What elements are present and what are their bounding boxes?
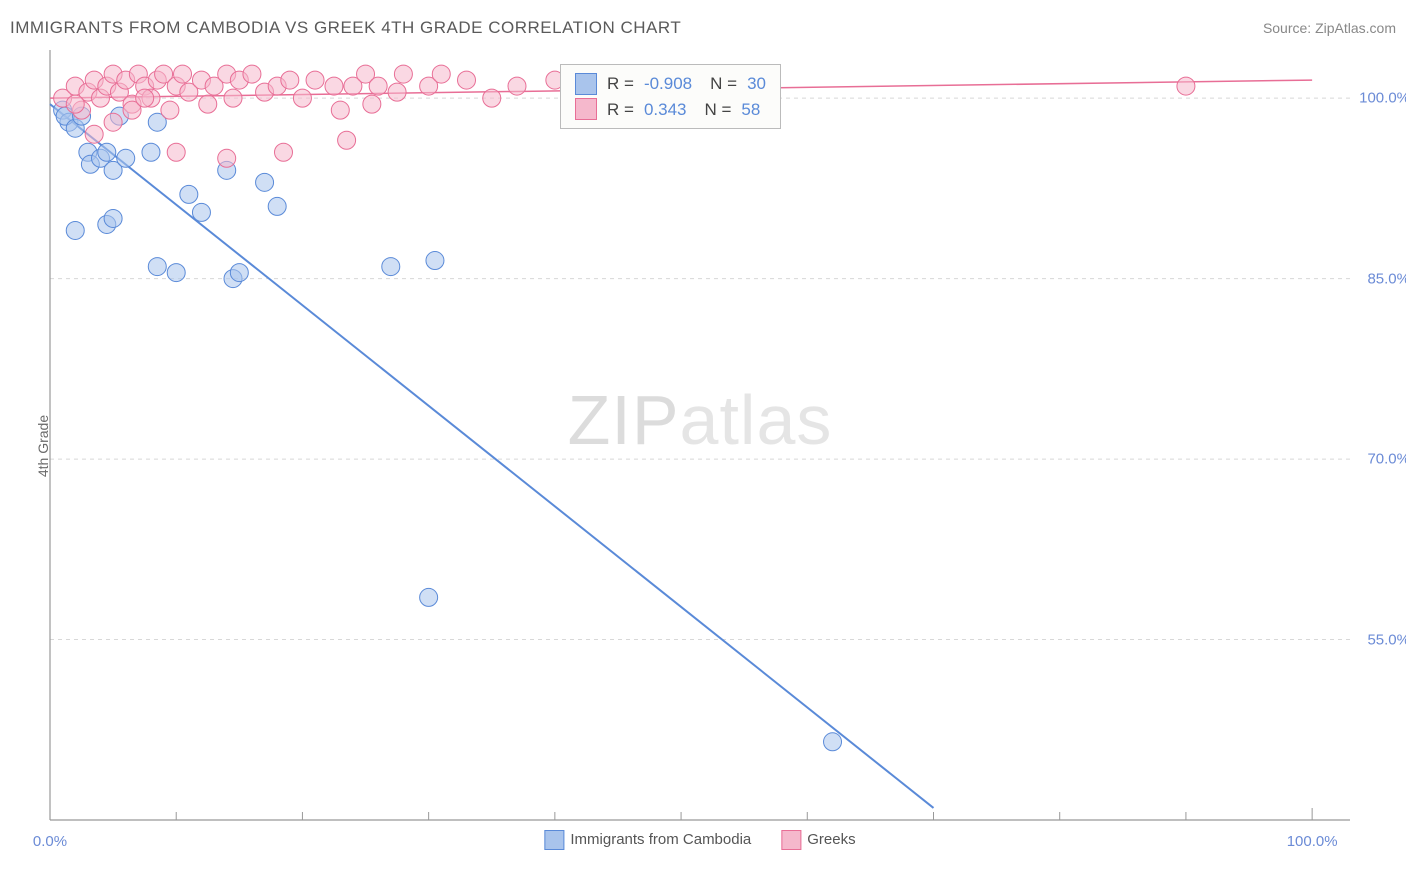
y-tick-label: 100.0% <box>1359 90 1406 107</box>
stat-r-value: -0.908 <box>644 71 692 97</box>
plot-area: ZIPatlas R = -0.908N = 30R = 0.343N = 58… <box>50 50 1350 820</box>
stat-row-greeks: R = 0.343 N = 58 <box>575 97 766 123</box>
stat-n-label: N = <box>710 71 737 97</box>
stat-swatch-greeks <box>575 98 597 120</box>
bottom-legend: Immigrants from Cambodia Greeks <box>544 830 855 850</box>
x-tick-label: 100.0% <box>1287 833 1338 850</box>
legend-label: Greeks <box>807 831 855 848</box>
source-attribution: Source: ZipAtlas.com <box>1263 20 1396 36</box>
source-link[interactable]: ZipAtlas.com <box>1315 20 1396 36</box>
stat-r-label: R = <box>607 97 634 123</box>
legend-label: Immigrants from Cambodia <box>570 831 751 848</box>
stat-r-value: 0.343 <box>644 97 687 123</box>
stat-row-cambodia: R = -0.908 N = 30 <box>575 71 766 97</box>
legend-swatch-cambodia <box>544 830 564 850</box>
scatter-chart <box>50 50 1350 820</box>
legend-item-greeks: Greeks <box>781 830 855 850</box>
chart-title: IMMIGRANTS FROM CAMBODIA VS GREEK 4TH GR… <box>10 18 681 38</box>
stat-swatch-cambodia <box>575 73 597 95</box>
stat-n-value: 30 <box>747 71 766 97</box>
y-axis-label: 4th Grade <box>35 415 51 477</box>
stat-r-label: R = <box>607 71 634 97</box>
stat-n-label: N = <box>704 97 731 123</box>
y-tick-label: 55.0% <box>1367 631 1406 648</box>
source-prefix: Source: <box>1263 20 1315 36</box>
legend-swatch-greeks <box>781 830 801 850</box>
x-tick-label: 0.0% <box>33 833 67 850</box>
legend-item-cambodia: Immigrants from Cambodia <box>544 830 751 850</box>
correlation-stats-box: R = -0.908 N = 30 R = 0.343 N = 58 <box>560 64 781 129</box>
y-tick-label: 70.0% <box>1367 451 1406 468</box>
stat-n-value: 58 <box>741 97 760 123</box>
y-tick-label: 85.0% <box>1367 270 1406 287</box>
